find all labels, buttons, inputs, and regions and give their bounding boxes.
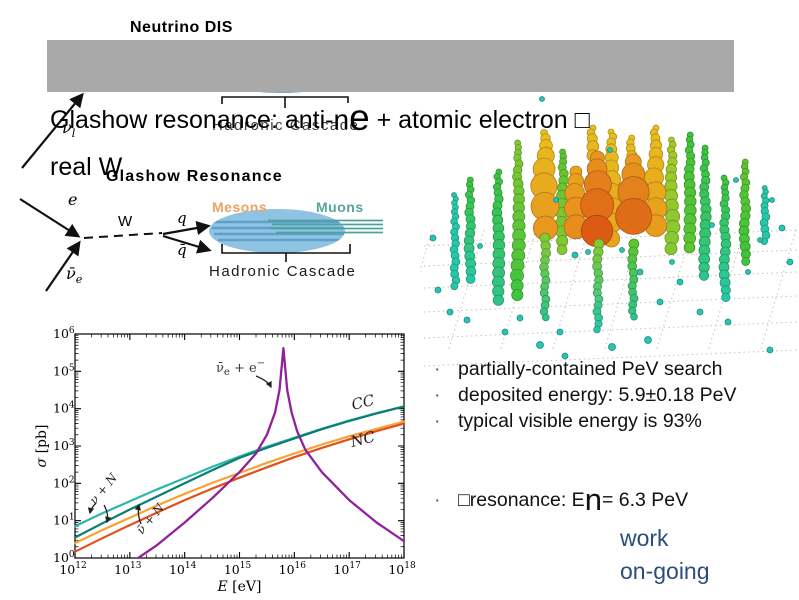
title-nu-sub-glyph: e: [349, 97, 370, 138]
quark-arrow: [162, 220, 211, 236]
bullet-dot: ·: [434, 384, 441, 406]
bullet-item-1: · partially-contained PeV search: [429, 356, 736, 382]
svg-text:1016: 1016: [279, 561, 307, 577]
bullet-list: · partially-contained PeV search · deposit…: [429, 356, 736, 434]
work-note-line1: work: [620, 525, 669, 551]
resonance-nu-glyph: n: [584, 482, 602, 517]
svg-text:σ [pb]: σ [pb]: [34, 425, 50, 468]
slide-title-line2: real W: [50, 153, 123, 181]
title-nu-glyph: n: [333, 104, 350, 135]
bullet-text: typical visible energy is 93%: [458, 410, 702, 432]
nubar-symbol: ν̄: [66, 264, 76, 283]
bullet-text: partially-contained PeV search: [458, 358, 723, 380]
muons-label: Muons: [316, 199, 364, 215]
event-display: [420, 96, 798, 367]
electron-label: e: [68, 190, 78, 209]
svg-text:CC: CC: [350, 391, 377, 414]
glashow-diagram-title: Glashow Resonance: [106, 168, 283, 185]
bullet-dot: ·: [434, 410, 441, 432]
quark-label: q: [177, 209, 187, 227]
resonance-missing-glyph-box: □: [458, 489, 470, 511]
svg-text:1014: 1014: [169, 561, 197, 577]
hadronic-cascade-label: Hadronic Cascade: [209, 263, 357, 280]
nubar-subscript: e: [75, 273, 83, 287]
dis-bracket: [221, 96, 349, 108]
bullet-dot: ·: [434, 358, 441, 380]
work-note-line2: on-going: [620, 558, 710, 584]
bullet-item-3: · typical visible energy is 93%: [429, 408, 736, 434]
title-missing-glyph-box: □: [574, 106, 590, 134]
electron-line: [19, 198, 81, 238]
svg-text:1015: 1015: [224, 561, 252, 577]
hadronic-cascade-ellipse: [209, 209, 345, 253]
bullet-dot: ·: [434, 489, 441, 511]
bullet-item-2: · deposited energy: 5.9±0.18 PeV: [429, 382, 736, 408]
svg-text:E [eV]: E [eV]: [216, 579, 261, 595]
svg-text:1012: 1012: [59, 561, 86, 577]
header-label: Neutrino DIS: [130, 19, 233, 36]
antiquark-label: q̄: [177, 241, 187, 259]
mesons-label: Mesons: [212, 199, 268, 215]
svg-text:104: 104: [53, 401, 75, 416]
svg-text:103: 103: [53, 438, 75, 453]
dis-neutrino-arrow: [21, 92, 84, 169]
dis-nu-l-label: νl: [62, 118, 75, 140]
svg-text:101: 101: [53, 513, 75, 528]
gray-cover-bar: [47, 40, 734, 92]
dis-hadronic-cascade-label: Hadronic Cascade: [212, 117, 360, 134]
nu-symbol: ν: [62, 118, 72, 137]
antineutrino-line: [45, 240, 81, 292]
resonance-pre: resonance: E: [469, 489, 585, 511]
w-boson-label: W: [118, 213, 133, 230]
slide-title: Glashow resonance: anti-ne + atomic elec…: [50, 94, 799, 191]
cascade-bracket: [221, 244, 351, 262]
svg-text:ν + N: ν + N: [87, 470, 121, 507]
title-post: + atomic electron: [369, 106, 575, 134]
svg-text:ν̄e + e−: ν̄e + e−: [216, 358, 265, 378]
bullet-text: deposited energy: 5.9±0.18 PeV: [458, 384, 737, 406]
svg-text:1018: 1018: [388, 561, 416, 577]
svg-text:100: 100: [53, 550, 75, 565]
antineutrino-label: ν̄e: [66, 264, 82, 286]
resonance-post: = 6.3 PeV: [601, 489, 689, 511]
svg-text:106: 106: [53, 326, 75, 341]
svg-text:102: 102: [53, 475, 75, 490]
muon-lines: [268, 219, 383, 234]
nu-subscript: l: [71, 127, 76, 141]
antiquark-arrow: [162, 234, 212, 254]
svg-text:105: 105: [53, 363, 75, 378]
slide-title-line1: Glashow resonance: anti-ne + atomic elec…: [50, 94, 799, 144]
svg-text:1017: 1017: [333, 561, 361, 577]
glashow-feynman-diagram: [19, 198, 383, 292]
work-ongoing-note: work on-going: [620, 522, 710, 588]
svg-text:NC: NC: [348, 427, 378, 451]
title-pre: Glashow resonance: anti-: [50, 106, 334, 134]
cross-section-plot: 1012 1013 1014 1015 1016 1017 1018 100 101 102 103…: [34, 326, 416, 595]
svg-text:1013: 1013: [114, 561, 142, 577]
w-propagator-line: [83, 232, 163, 239]
